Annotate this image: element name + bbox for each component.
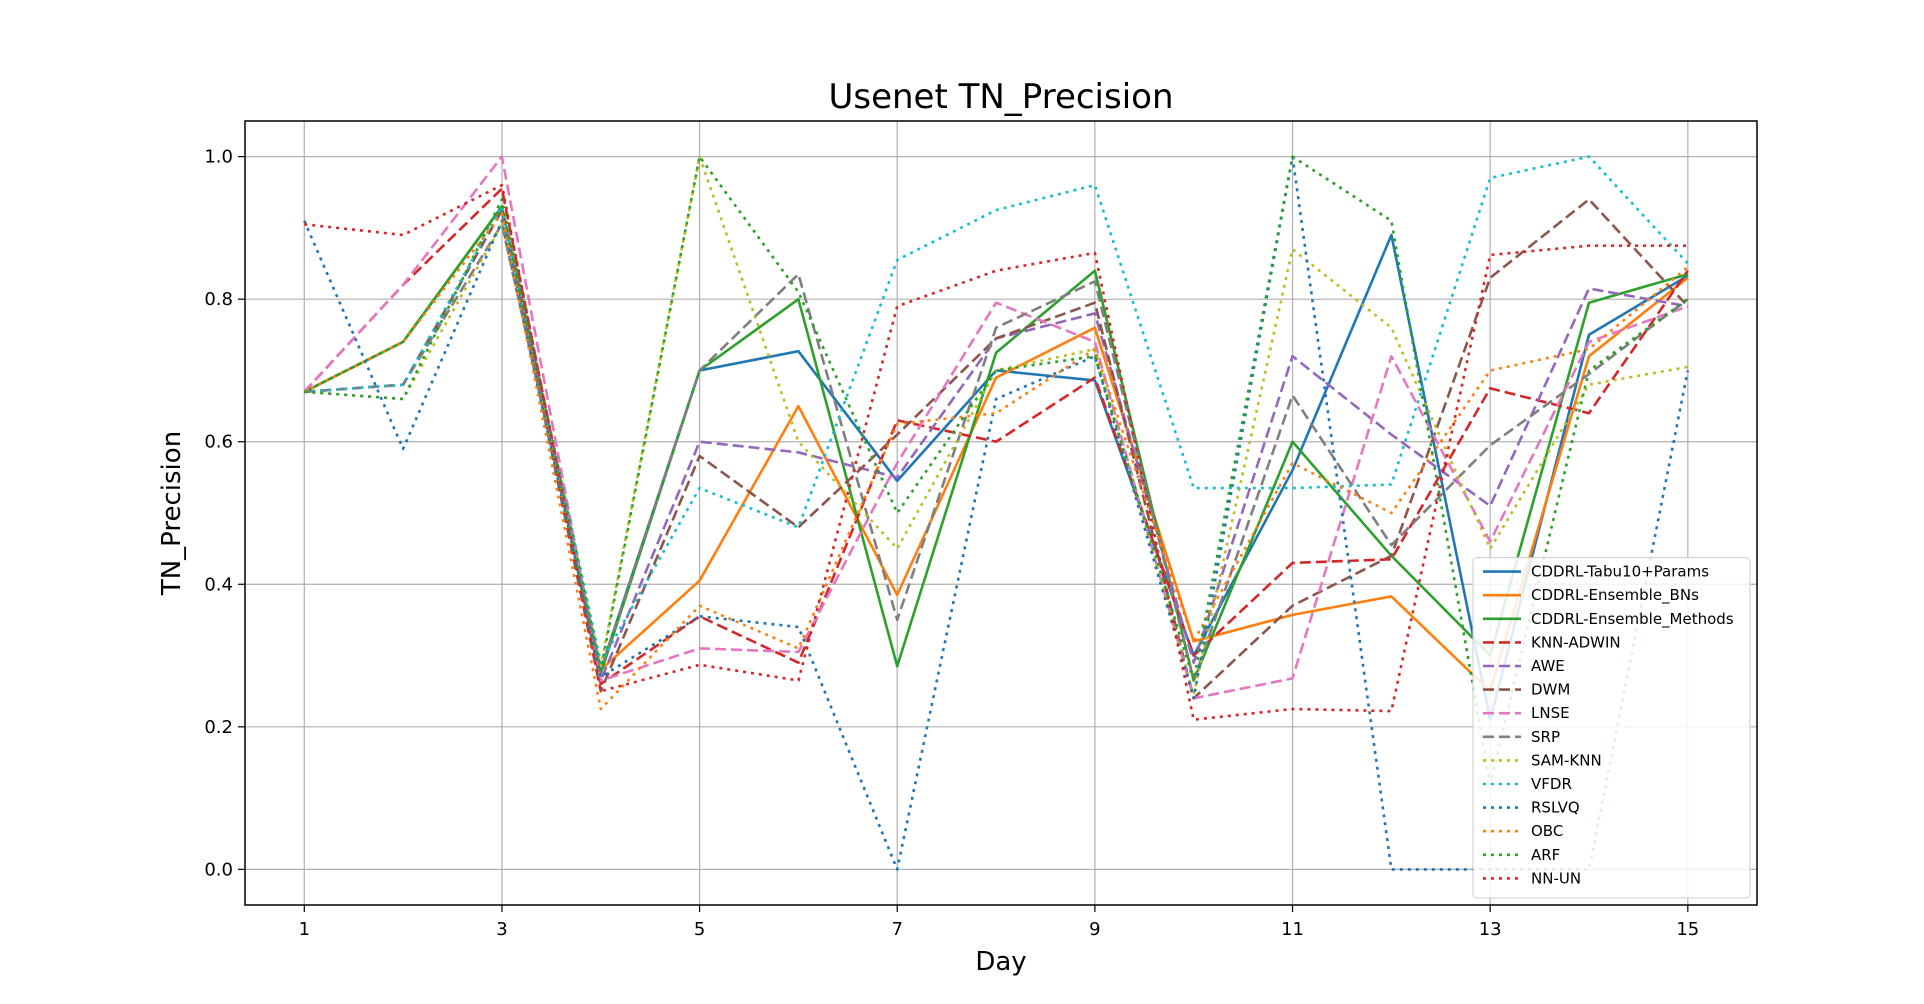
legend-label: CDDRL-Ensemble_Methods [1531,610,1734,629]
x-axis-label: Day [975,947,1026,977]
series-line [304,198,1689,700]
legend-label: KNN-ADWIN [1531,633,1621,651]
series-line [303,155,1689,700]
series-line [304,155,1689,697]
legend-label: NN-UN [1531,869,1581,887]
chart-title: Usenet TN_Precision [828,77,1173,117]
x-tick-label: 13 [1479,919,1502,940]
legend-label: AWE [1531,657,1565,675]
legend-label: DWM [1531,681,1570,699]
legend-label: VFDR [1531,775,1572,793]
legend-label: ARF [1531,846,1560,864]
x-tick-label: 11 [1281,919,1304,940]
legend-label: RSLVQ [1531,799,1580,817]
series-line [303,187,1689,686]
series-line [304,223,1689,682]
legend: CDDRL-Tabu10+Params CDDRL-Ensemble_BNs CDD… [1472,557,1751,899]
x-tick-label: 15 [1676,919,1699,940]
legend-label: OBC [1531,822,1563,840]
x-tick-label: 3 [496,919,507,940]
legend-label: SAM-KNN [1531,751,1602,769]
y-tick-label: 0.4 [204,574,233,595]
legend-label: LNSE [1531,704,1570,722]
x-tick-label: 5 [694,919,705,940]
x-tick-label: 1 [299,919,310,940]
plot-frame [244,120,1758,906]
y-tick-label: 0.6 [204,432,233,453]
tick-layer: 1 3 5 7 9 11 13 150.00.20.40.60.81.0 [204,147,1699,940]
legend-label: CDDRL-Ensemble_BNs [1531,586,1699,605]
y-tick-label: 0.2 [204,717,233,738]
legend-box [1472,557,1751,899]
series-layer [303,155,1690,871]
x-tick-label: 7 [892,919,903,940]
series-line [303,212,1689,711]
series-line [303,155,1690,871]
y-tick-label: 0.8 [204,289,233,310]
y-axis-label: TN_Precision [157,431,187,596]
legend-label: CDDRL-Tabu10+Params [1531,563,1709,581]
y-tick-label: 1.0 [204,147,233,168]
y-tick-label: 0.0 [204,859,233,880]
legend-label: SRP [1531,728,1560,746]
x-tick-label: 9 [1089,919,1100,940]
